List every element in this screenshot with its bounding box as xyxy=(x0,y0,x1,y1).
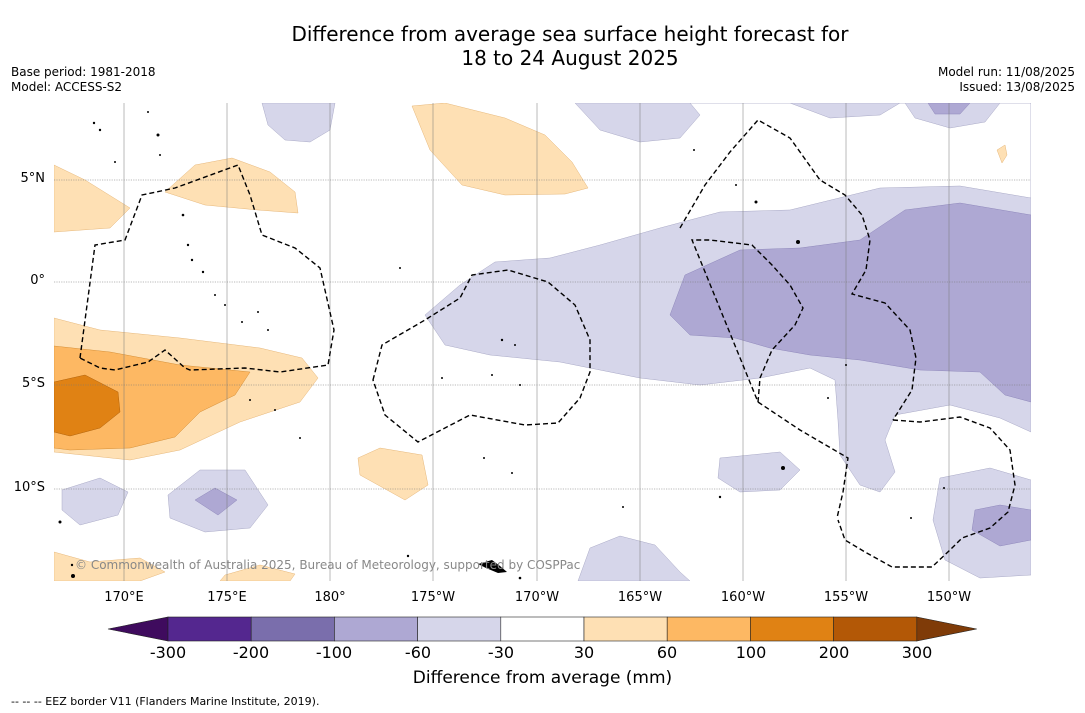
colorbar-tick: 100 xyxy=(735,643,767,662)
meta-right: Model run: 11/08/2025 Issued: 13/08/2025 xyxy=(938,65,1075,95)
meta-left: Base period: 1981-2018 Model: ACCESS-S2 xyxy=(11,65,156,95)
lon-label: 170°W xyxy=(514,590,560,605)
islands xyxy=(58,111,945,580)
colorbar-segment xyxy=(666,616,751,642)
eez-legend: -- -- -- EEZ border V11 (Flanders Marine… xyxy=(11,695,320,708)
colorbar-tick: 300 xyxy=(901,643,933,662)
colorbar-segment xyxy=(334,616,418,642)
map-title: Difference from average sea surface heig… xyxy=(0,22,1085,70)
lon-label: 160°W xyxy=(720,590,766,605)
colorbar-tick: -60 xyxy=(404,643,432,662)
lat-label: 0° xyxy=(30,273,45,288)
colorbar-tick: -200 xyxy=(232,643,270,662)
colorbar-tick: 30 xyxy=(573,643,595,662)
colorbar-segment xyxy=(500,616,585,642)
colorbar-segment xyxy=(750,616,834,642)
colorbar-segment xyxy=(167,616,252,642)
eez-borders xyxy=(79,119,1016,568)
lon-label: 165°W xyxy=(617,590,663,605)
lat-label: 5°N xyxy=(20,171,46,186)
lon-label: 155°W xyxy=(823,590,869,605)
lon-label: 175°E xyxy=(207,590,247,605)
colorbar-tick: -100 xyxy=(315,643,353,662)
positive-anomaly-strong xyxy=(54,374,121,437)
colorbar-extend-low xyxy=(107,616,169,642)
colorbar-tick: -300 xyxy=(149,643,187,662)
colorbar-tick: 200 xyxy=(818,643,850,662)
lon-label: 150°W xyxy=(926,590,972,605)
lon-label: 175°W xyxy=(410,590,456,605)
model-run: Model run: 11/08/2025 xyxy=(937,65,1075,79)
lat-label: 10°S xyxy=(13,480,45,495)
colorbar-tick: -30 xyxy=(487,643,515,662)
colorbar-segment xyxy=(250,616,335,642)
colorbar-title: Difference from average (mm) xyxy=(412,668,673,688)
lon-label: 180° xyxy=(314,590,346,605)
colorbar-segment xyxy=(583,616,668,642)
base-period: Base period: 1981-2018 xyxy=(11,65,156,79)
lat-gridlines xyxy=(54,179,1031,490)
copyright-notice: © Commonwealth of Australia 2025, Bureau… xyxy=(75,558,581,572)
colorbar-tick: 60 xyxy=(656,643,678,662)
colorbar-segment xyxy=(417,616,502,642)
lon-gridlines xyxy=(123,103,950,581)
colorbar-segment xyxy=(833,616,918,642)
lon-label: 170°E xyxy=(104,590,144,605)
colorbar-extend-high xyxy=(916,616,977,642)
model-name: Model: ACCESS-S2 xyxy=(11,80,123,94)
issued-date: Issued: 13/08/2025 xyxy=(959,80,1075,94)
lat-label: 5°S xyxy=(21,376,45,391)
title-line-2: 18 to 24 August 2025 xyxy=(461,46,679,70)
title-line-1: Difference from average sea surface heig… xyxy=(291,22,849,46)
